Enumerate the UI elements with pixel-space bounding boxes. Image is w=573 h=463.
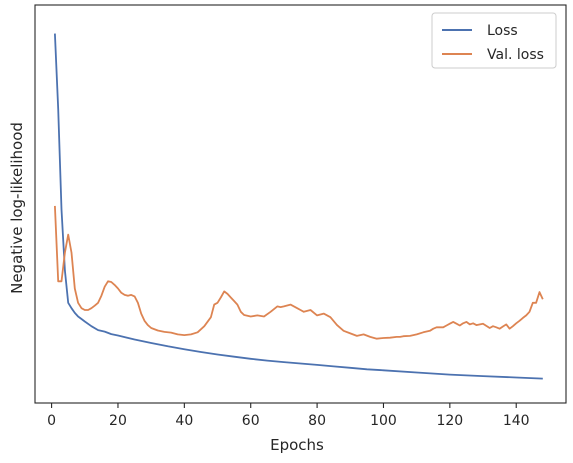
legend-label-val-loss: Val. loss (487, 47, 544, 63)
x-tick-label: 60 (242, 413, 260, 429)
legend: Loss Val. loss (431, 12, 557, 69)
x-tick-label: 20 (109, 413, 127, 429)
x-tick-label: 80 (308, 413, 326, 429)
x-axis-ticks: 0 20 40 60 80 100 120 140 (47, 403, 530, 429)
legend-label-loss: Loss (487, 23, 518, 39)
x-axis-label: Epochs (270, 436, 324, 454)
x-tick-label: 40 (175, 413, 193, 429)
x-tick-label: 140 (503, 413, 530, 429)
series-lines (54, 33, 544, 380)
x-tick-label: 0 (47, 413, 56, 429)
x-tick-label: 100 (370, 413, 397, 429)
x-tick-label: 120 (436, 413, 463, 429)
loss-line (54, 33, 543, 380)
val-loss-line (54, 205, 544, 340)
y-axis-label: Negative log-likelihood (8, 122, 26, 294)
